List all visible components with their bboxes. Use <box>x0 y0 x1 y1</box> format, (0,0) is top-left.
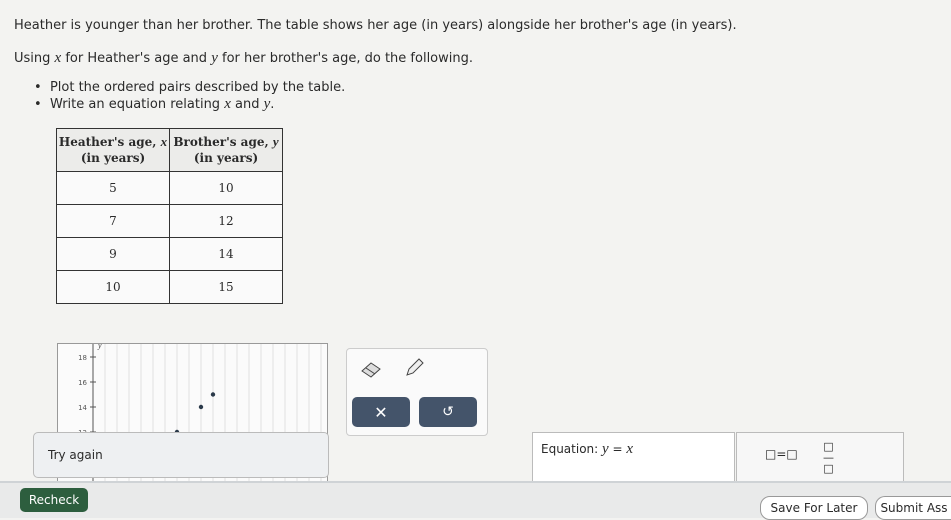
y-tick-label: 14 <box>78 404 87 412</box>
clear-button[interactable]: ✕ <box>352 397 410 427</box>
feedback: Try again <box>33 432 329 478</box>
text: for her brother's age, do the following. <box>217 51 473 66</box>
header-unit: (in years) <box>80 151 146 165</box>
equation-box[interactable]: Equation: y = x <box>532 432 735 482</box>
fraction-key[interactable]: □ — □ <box>823 440 834 475</box>
recheck-button[interactable]: Recheck <box>20 488 88 512</box>
y-axis-label: y <box>97 343 102 350</box>
eraser-icon[interactable] <box>359 359 383 379</box>
statement: Heather is younger than her brother. The… <box>14 18 737 33</box>
table-row: 5 10 <box>56 171 283 205</box>
text: Write an equation relating <box>49 97 225 112</box>
table-row: 9 14 <box>56 237 283 271</box>
equals: = <box>612 442 623 456</box>
pencil-icon[interactable] <box>403 357 425 379</box>
instruction: Using x for Heather's age and y for her … <box>14 50 473 67</box>
text: and <box>230 97 264 112</box>
keypad: □=□ □ — □ <box>736 432 904 484</box>
tool-panel: ✕ ↺ <box>346 348 488 436</box>
header-var: y <box>272 134 279 149</box>
table-cell: 10 <box>169 171 283 205</box>
undo-button[interactable]: ↺ <box>419 397 477 427</box>
table-cell: 7 <box>56 204 170 238</box>
bullet: • Write an equation relating x and y. <box>34 96 275 112</box>
bullet: • Plot the ordered pairs described by th… <box>34 80 346 95</box>
var: y <box>263 96 271 112</box>
equals-key[interactable]: □=□ <box>765 447 798 461</box>
age-table: Heather's age, x (in years) Brother's age,… <box>56 128 283 304</box>
header-var: x <box>160 134 168 149</box>
table-cell: 14 <box>169 237 283 271</box>
header-text: Heather's age, <box>58 135 161 149</box>
table-cell: 12 <box>169 204 283 238</box>
table-cell: 15 <box>169 270 283 304</box>
header-cell: Heather's age, x (in years) <box>56 128 170 172</box>
text: Using <box>14 51 55 66</box>
header-cell: Brother's age, y (in years) <box>169 128 283 172</box>
var: y <box>211 50 218 66</box>
text: for Heather's age and <box>61 51 212 66</box>
header-text: Brother's age, <box>173 135 273 149</box>
table-cell: 10 <box>56 270 170 304</box>
submit-button[interactable]: Submit Ass <box>875 496 951 520</box>
feedback-message: Try again <box>48 448 103 462</box>
plotted-point <box>210 392 216 397</box>
text: Plot the ordered pairs described by the … <box>49 80 346 95</box>
save-button[interactable]: Save For Later <box>760 496 868 520</box>
var: x <box>626 441 634 457</box>
var: x <box>54 50 62 66</box>
table-row: 7 12 <box>56 204 283 238</box>
header-unit: (in years) <box>193 151 259 165</box>
table-row: 10 15 <box>56 270 283 304</box>
text: . <box>270 97 275 112</box>
y-tick-label: 18 <box>78 354 87 362</box>
y-tick-label: 16 <box>78 379 87 387</box>
table-cell: 5 <box>56 171 170 205</box>
var: y <box>602 441 609 457</box>
var: x <box>224 96 231 112</box>
plotted-point <box>198 404 204 410</box>
table-cell: 9 <box>56 237 170 271</box>
equation-label: Equation: <box>541 442 599 456</box>
